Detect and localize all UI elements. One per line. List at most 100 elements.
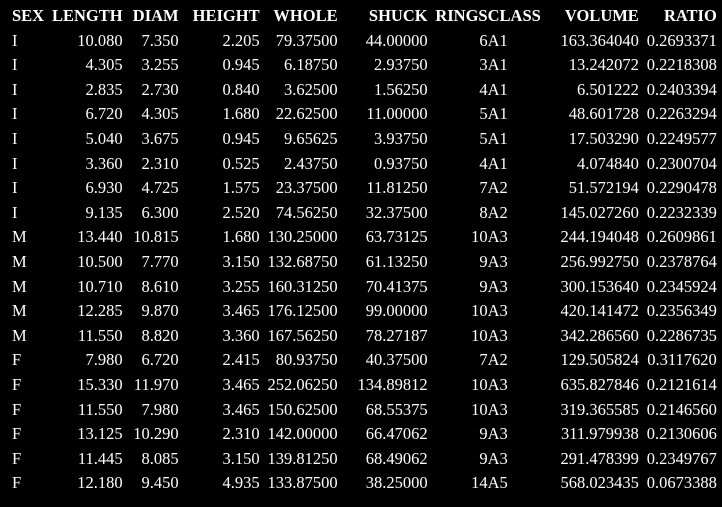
class-cell: A1 [487,153,508,173]
header-row: SEX LENGTH DIAM HEIGHT WHOLE SHUCK RINGS… [12,4,717,29]
shuck-cell: 68.55375 [365,399,428,419]
diam-cell: 2.310 [141,153,179,173]
height-cell: 2.310 [222,424,260,444]
shuck-cell: 66.47062 [365,424,428,444]
height-cell: 0.945 [222,128,260,148]
diam-cell: 3.255 [141,55,179,75]
height-cell: 3.150 [222,251,260,271]
height-cell: 1.680 [222,104,260,124]
shuck-cell: 32.37500 [365,202,428,222]
shuck-cell: 11.00000 [366,104,428,124]
class-cell: A3 [487,251,508,271]
shuck-cell: 2.93750 [373,55,428,75]
diam-cell: 6.720 [141,350,179,370]
ratio-cell: 0.2218308 [646,55,717,75]
length-cell: 15.330 [77,374,123,394]
header-sex: SEX [12,6,45,25]
whole-cell: 160.31250 [267,276,338,296]
volume-cell: 163.364040 [560,30,639,50]
whole-cell: 2.43750 [283,153,338,173]
header-length: LENGTH [52,6,123,25]
sex-cell: I [12,178,18,198]
length-cell: 2.835 [85,79,123,99]
ratio-cell: 0.2249577 [646,128,717,148]
volume-cell: 635.827846 [560,374,639,394]
height-cell: 2.520 [222,202,260,222]
volume-cell: 291.478399 [560,448,639,468]
class-cell: A5 [487,473,508,493]
class-cell: A3 [487,227,508,247]
table-row: I 9.135 6.300 2.520 74.56250 32.37500 8 A2 145.0… [12,201,717,226]
length-cell: 9.135 [85,202,123,222]
shuck-cell: 78.27187 [365,325,428,345]
ratio-cell: 0.2693371 [646,30,717,50]
height-cell: 0.840 [222,79,260,99]
header-whole: WHOLE [273,6,338,25]
table-row: I 2.835 2.730 0.840 3.62500 1.56250 4 A1 6.50122… [12,78,717,103]
class-cell: A1 [487,79,508,99]
data-table: SEX LENGTH DIAM HEIGHT WHOLE SHUCK RINGS… [12,4,717,496]
class-cell: A3 [487,448,508,468]
sex-cell: F [12,448,22,468]
length-cell: 3.360 [85,153,123,173]
diam-cell: 3.675 [141,128,179,148]
height-cell: 2.415 [222,350,260,370]
rings-cell: 10 [471,399,488,419]
length-cell: 10.710 [77,276,123,296]
whole-cell: 130.25000 [267,227,338,247]
volume-cell: 145.027260 [560,202,639,222]
ratio-cell: 0.2300704 [646,153,717,173]
diam-cell: 7.770 [141,251,179,271]
length-cell: 10.080 [77,30,123,50]
sex-cell: I [12,55,18,75]
shuck-cell: 68.49062 [365,448,428,468]
volume-cell: 17.503290 [568,128,639,148]
whole-cell: 80.93750 [275,350,338,370]
sex-cell: I [12,128,18,148]
diam-cell: 8.820 [141,325,179,345]
whole-cell: 252.06250 [267,374,338,394]
rings-cell: 10 [471,374,488,394]
sex-cell: M [12,276,27,296]
length-cell: 5.040 [85,128,123,148]
volume-cell: 342.286560 [560,325,639,345]
ratio-cell: 0.2403394 [646,79,717,99]
height-cell: 3.465 [222,374,260,394]
height-cell: 3.465 [222,301,260,321]
header-diam: DIAM [132,6,179,25]
shuck-cell: 61.13250 [365,251,428,271]
sex-cell: M [12,227,27,247]
whole-cell: 3.62500 [283,79,338,99]
table-row: M 10.710 8.610 3.255 160.31250 70.41375 9 A3 300… [12,275,717,300]
shuck-cell: 63.73125 [365,227,428,247]
ratio-cell: 0.2130606 [646,424,717,444]
rings-cell: 10 [471,227,488,247]
rings-cell: 7 [479,178,488,198]
table-row: F 11.445 8.085 3.150 139.81250 68.49062 9 A3 291… [12,447,717,472]
whole-cell: 22.62500 [275,104,338,124]
diam-cell: 9.870 [141,301,179,321]
header-class: CLASS [487,6,541,25]
length-cell: 13.440 [77,227,123,247]
shuck-cell: 0.93750 [373,153,428,173]
length-cell: 11.550 [77,325,123,345]
diam-cell: 4.305 [141,104,179,124]
whole-cell: 133.87500 [267,473,338,493]
table-row: I 6.720 4.305 1.680 22.62500 11.00000 5 A1 48.60… [12,102,717,127]
rings-cell: 7 [479,350,488,370]
length-cell: 6.720 [85,104,123,124]
diam-cell: 4.725 [141,178,179,198]
table-row: F 7.980 6.720 2.415 80.93750 40.37500 7 A2 129.5… [12,348,717,373]
rings-cell: 4 [479,153,488,173]
volume-cell: 420.141472 [560,301,639,321]
rings-cell: 4 [479,79,488,99]
diam-cell: 9.450 [141,473,179,493]
rings-cell: 14 [471,473,488,493]
ratio-cell: 0.2263294 [646,104,717,124]
table-row: M 11.550 8.820 3.360 167.56250 78.27187 10 A3 34… [12,324,717,349]
rings-cell: 5 [479,104,488,124]
rings-cell: 6 [479,30,488,50]
class-cell: A3 [487,301,508,321]
height-cell: 3.465 [222,399,260,419]
whole-cell: 132.68750 [267,251,338,271]
